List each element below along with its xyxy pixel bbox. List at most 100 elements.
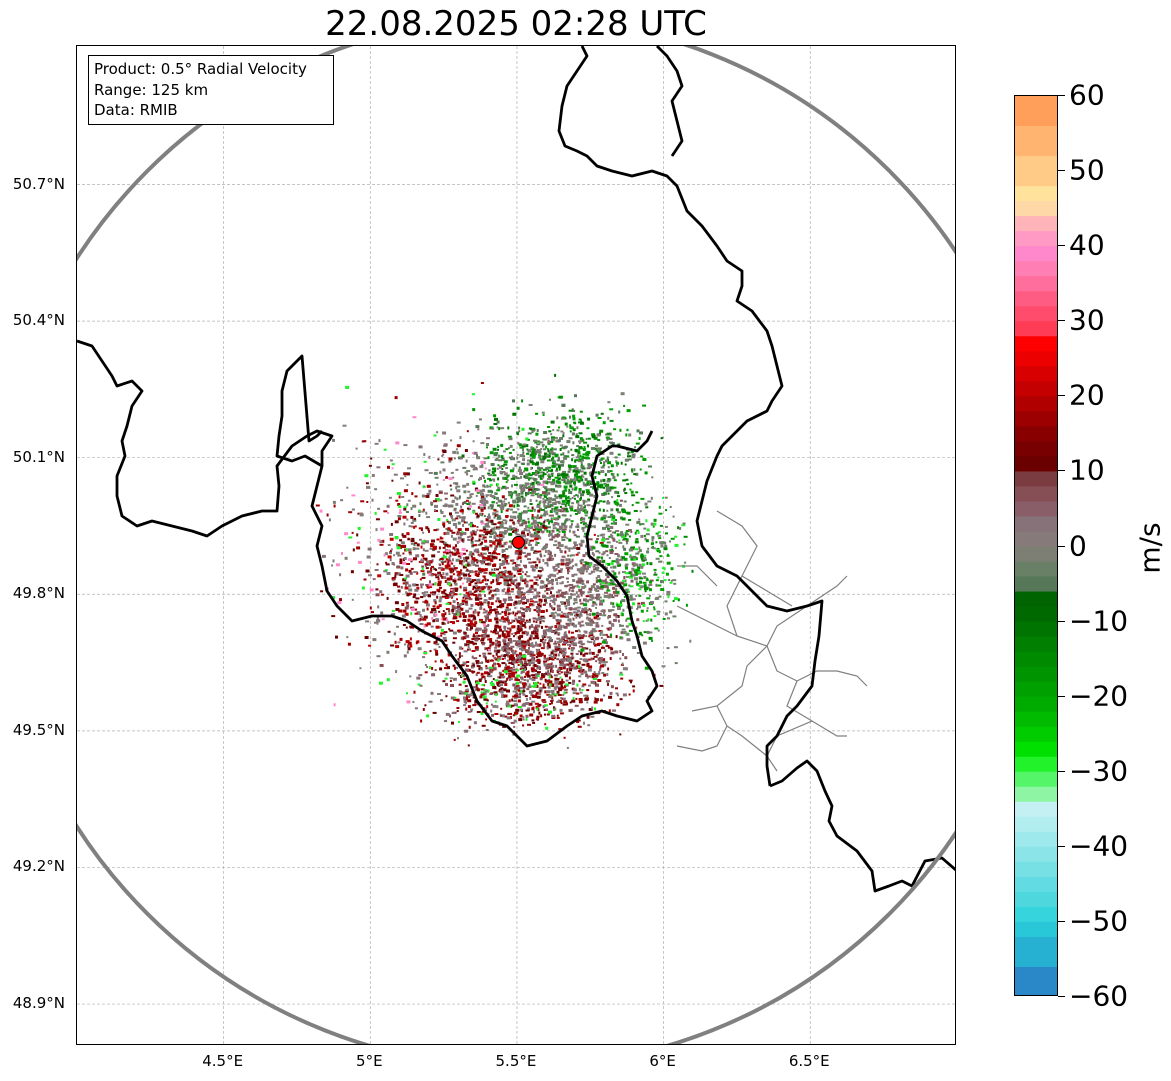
colorbar-tick: [1058, 245, 1065, 247]
colorbar-band: [1015, 396, 1057, 412]
border-line: [769, 759, 955, 893]
colorbar-tick: [1058, 395, 1065, 397]
colorbar-tick-label: −60: [1069, 979, 1129, 1013]
colorbar-band: [1015, 426, 1057, 442]
colorbar-tick-label: 20: [1069, 378, 1105, 412]
colorbar-band: [1015, 726, 1057, 743]
colorbar: [1014, 95, 1058, 996]
colorbar-band: [1015, 306, 1057, 322]
admin-border-line: [676, 605, 738, 637]
colorbar-band: [1015, 501, 1057, 518]
colorbar-band: [1015, 636, 1057, 653]
lat-tick-label: 50.7°N: [12, 174, 65, 193]
colorbar-tick-label: −50: [1069, 904, 1129, 938]
lon-tick-label: 4.5°E: [202, 1052, 244, 1070]
colorbar-tick: [1058, 320, 1065, 322]
colorbar-band: [1015, 246, 1057, 262]
admin-border-line: [811, 720, 847, 737]
colorbar-band: [1015, 696, 1057, 713]
colorbar-band: [1015, 621, 1057, 638]
admin-border-line: [691, 645, 768, 712]
colorbar-band: [1015, 456, 1057, 473]
border-line: [656, 46, 684, 157]
colorbar-band: [1015, 846, 1057, 863]
colorbar-band: [1015, 816, 1057, 833]
colorbar-band: [1015, 321, 1057, 337]
colorbar-tick: [1058, 170, 1065, 172]
colorbar-tick-label: −30: [1069, 754, 1129, 788]
colorbar-band: [1015, 906, 1057, 923]
colorbar-gradient: [1015, 96, 1057, 995]
admin-border-line: [766, 645, 868, 687]
border-line: [77, 339, 334, 538]
colorbar-band: [1015, 366, 1057, 382]
colorbar-band: [1015, 666, 1057, 683]
national-borders: [77, 46, 955, 893]
colorbar-band: [1015, 576, 1057, 593]
colorbar-band: [1015, 441, 1057, 457]
colorbar-tick-label: 0: [1069, 529, 1087, 562]
colorbar-band: [1015, 606, 1057, 623]
colorbar-band: [1015, 276, 1057, 292]
colorbar-tick-label: 30: [1069, 303, 1105, 337]
colorbar-band: [1015, 351, 1057, 367]
colorbar-tick: [1058, 920, 1065, 922]
colorbar-band: [1015, 531, 1057, 548]
colorbar-band: [1015, 291, 1057, 307]
radar-map[interactable]: [77, 46, 956, 1045]
colorbar-tick-label: 10: [1069, 453, 1105, 487]
colorbar-band: [1015, 381, 1057, 397]
colorbar-tick: [1058, 770, 1065, 772]
radar-map-panel[interactable]: [76, 45, 956, 1045]
colorbar-tick-label: −20: [1069, 679, 1129, 713]
colorbar-band: [1015, 186, 1057, 202]
colorbar-tick-label: −40: [1069, 829, 1129, 863]
colorbar-band: [1015, 861, 1057, 878]
colorbar-unit-label: m/s: [1133, 522, 1167, 574]
colorbar-band: [1015, 786, 1057, 803]
colorbar-tick: [1058, 620, 1065, 622]
colorbar-tick-label: −10: [1069, 604, 1129, 638]
colorbar-band: [1015, 936, 1057, 968]
admin-border-line: [741, 575, 793, 607]
radar-site-marker[interactable]: [511, 535, 525, 549]
colorbar-band: [1015, 681, 1057, 698]
info-range: Range: 125 km: [94, 80, 209, 99]
colorbar-band: [1015, 831, 1057, 848]
colorbar-band: [1015, 411, 1057, 427]
lon-tick-label: 6.5°E: [788, 1052, 830, 1070]
radar-echoes: [315, 373, 694, 749]
colorbar-band: [1015, 486, 1057, 503]
colorbar-band: [1015, 561, 1057, 578]
colorbar-band: [1015, 741, 1057, 758]
border-line: [275, 354, 659, 748]
admin-borders: [676, 510, 868, 772]
colorbar-tick: [1058, 545, 1065, 547]
colorbar-tick: [1058, 695, 1065, 697]
lat-tick-label: 49.5°N: [12, 720, 65, 739]
colorbar-band: [1015, 711, 1057, 728]
lat-tick-label: 50.1°N: [12, 447, 65, 466]
colorbar-band: [1015, 156, 1057, 187]
colorbar-band: [1015, 96, 1057, 127]
colorbar-tick-label: 60: [1069, 78, 1105, 112]
info-product: Product: 0.5° Radial Velocity: [94, 60, 307, 78]
info-box: Product: 0.5° Radial Velocity Range: 125…: [88, 55, 334, 125]
colorbar-tick-label: 50: [1069, 153, 1105, 187]
lon-tick-label: 5°E: [356, 1052, 383, 1070]
admin-border-line: [676, 725, 728, 752]
colorbar-band: [1015, 801, 1057, 818]
colorbar-tick: [1058, 470, 1065, 472]
map-title: 22.08.2025 02:28 UTC: [325, 4, 707, 44]
colorbar-band: [1015, 231, 1057, 247]
colorbar-band: [1015, 126, 1057, 157]
admin-border-line: [716, 510, 848, 647]
lat-tick-label: 48.9°N: [12, 994, 65, 1013]
info-data-source: Data: RMIB: [94, 101, 178, 119]
lat-tick-label: 49.2°N: [12, 857, 65, 876]
lat-tick-label: 50.4°N: [12, 311, 65, 330]
colorbar-band: [1015, 516, 1057, 533]
admin-border-line: [677, 565, 718, 587]
colorbar-band: [1015, 546, 1057, 563]
colorbar-band: [1015, 921, 1057, 938]
